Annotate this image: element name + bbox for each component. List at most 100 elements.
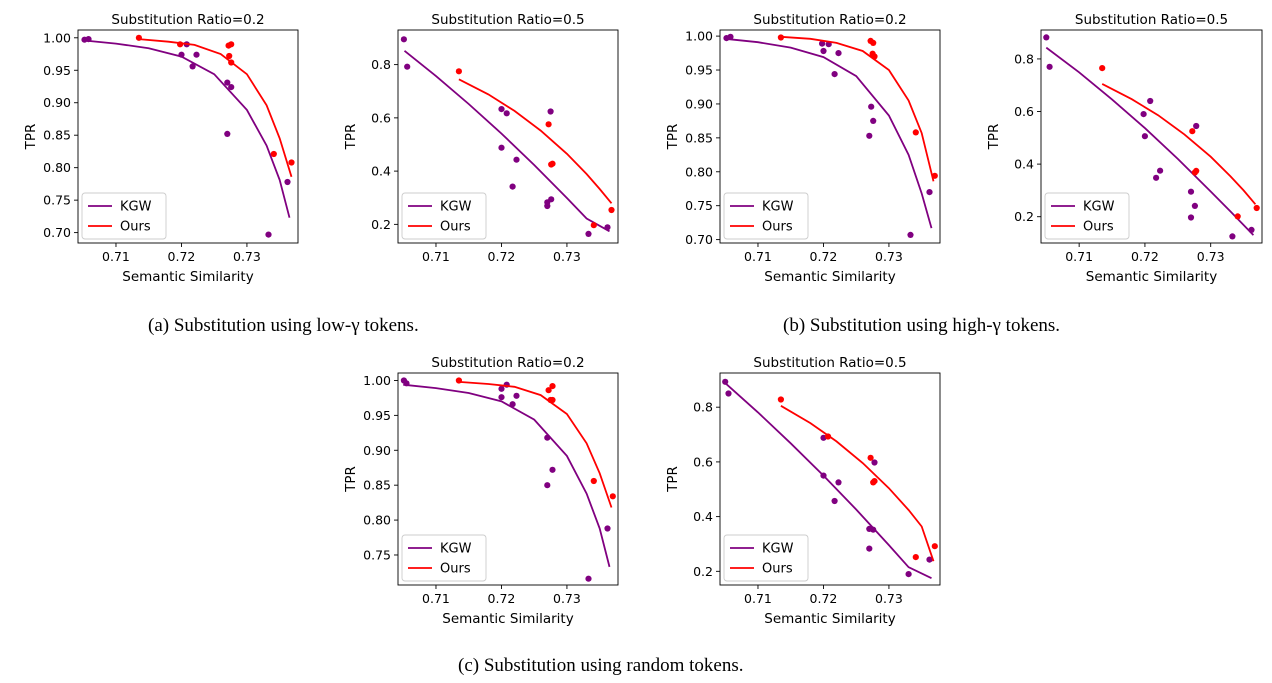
y-tick-label: 0.85 (685, 130, 713, 145)
fit-line-kgw (1045, 46, 1255, 236)
data-point-ours (777, 396, 785, 403)
x-tick-label: 0.72 (488, 591, 516, 606)
data-point-kgw (224, 130, 231, 137)
data-point-kgw (547, 108, 554, 115)
chart-title: Substitution Ratio=0.2 (431, 355, 584, 371)
data-point-kgw (1140, 111, 1147, 118)
series-kgw (1043, 34, 1255, 240)
data-point-kgw (1046, 63, 1053, 70)
data-point-ours (1234, 213, 1241, 220)
series-ours (455, 68, 615, 229)
chart-title: Substitution Ratio=0.2 (111, 12, 264, 28)
x-tick-label: 0.72 (168, 249, 196, 264)
data-point-kgw (503, 110, 510, 117)
data-point-kgw (820, 472, 827, 479)
legend-label-kgw: KGW (762, 542, 794, 557)
data-point-ours (1099, 65, 1106, 72)
data-point-ours (545, 387, 552, 394)
y-axis-label: TPR (665, 466, 681, 493)
chart-panel-1: Substitution Ratio=0.2 0.71 0.72 0.73 0.70 0.… (23, 12, 299, 285)
series-kgw (400, 36, 611, 237)
data-point-kgw (835, 50, 842, 57)
data-point-kgw (866, 132, 873, 139)
series-kgw (400, 377, 611, 582)
data-point-kgw (228, 84, 235, 91)
data-point-ours (1189, 128, 1196, 135)
data-point-ours (228, 41, 235, 48)
fit-line-kgw (403, 50, 610, 233)
fit-line-ours (1101, 83, 1257, 205)
y-tick-label: 1.00 (363, 373, 391, 388)
data-point-kgw (725, 390, 732, 397)
y-tick-label: 0.75 (685, 198, 713, 213)
data-point-kgw (870, 117, 877, 124)
data-point-kgw (905, 571, 912, 578)
y-tick-label: 0.70 (43, 225, 71, 240)
x-tick-label: 0.71 (744, 591, 772, 606)
x-tick-label: 0.73 (233, 249, 261, 264)
data-point-kgw (1191, 202, 1198, 209)
data-point-kgw (1147, 97, 1154, 105)
data-point-kgw (544, 482, 551, 489)
fit-line-kgw (724, 382, 932, 580)
data-point-ours (549, 160, 556, 167)
series-ours (1099, 65, 1260, 220)
data-point-ours (931, 543, 938, 550)
data-point-kgw (926, 189, 933, 196)
data-point-kgw (831, 497, 838, 505)
data-point-kgw (404, 63, 411, 70)
data-point-kgw (1193, 122, 1200, 130)
caption-a: (a) Substitution using low-γ tokens. (148, 315, 419, 336)
legend-label-ours: Ours (762, 562, 793, 577)
data-point-ours (226, 52, 233, 60)
legend-box (1044, 192, 1130, 240)
y-tick-label: 0.85 (363, 478, 391, 493)
x-axis-label: Semantic Similarity (764, 269, 895, 285)
y-tick-label: 0.6 (371, 110, 391, 125)
y-tick-label: 0.90 (363, 443, 391, 458)
data-point-ours (777, 34, 785, 41)
data-point-kgw (831, 71, 838, 78)
x-tick-label: 0.73 (875, 591, 903, 606)
chart-panel-5: Substitution Ratio=0.2 0.71 0.72 0.73 0.75 0.… (343, 355, 619, 627)
data-point-kgw (498, 394, 505, 401)
data-point-kgw (907, 231, 914, 238)
y-tick-label: 0.6 (1014, 104, 1034, 119)
fit-line-ours (458, 78, 613, 204)
data-point-ours (135, 34, 142, 41)
legend-label-kgw: KGW (440, 542, 472, 557)
series-ours (777, 396, 938, 562)
data-point-kgw (604, 224, 611, 231)
x-tick-label: 0.73 (875, 249, 903, 264)
y-tick-label: 0.90 (43, 95, 71, 110)
y-tick-label: 0.70 (685, 232, 713, 247)
data-point-kgw (1141, 133, 1148, 140)
data-point-kgw (926, 556, 933, 563)
data-point-ours (455, 377, 462, 384)
data-point-kgw (400, 36, 407, 43)
data-point-ours (871, 53, 878, 60)
legend-label-ours: Ours (120, 220, 151, 235)
legend: KGW Ours (401, 534, 487, 582)
legend-label-ours: Ours (1083, 220, 1114, 235)
data-point-kgw (513, 392, 520, 399)
series-ours (135, 34, 295, 178)
data-point-kgw (513, 156, 520, 163)
data-point-ours (912, 129, 919, 136)
legend-box (81, 192, 167, 240)
data-point-kgw (722, 378, 729, 385)
data-point-kgw (85, 36, 92, 43)
legend-box (401, 192, 487, 240)
fit-line-ours (780, 405, 935, 562)
y-axis-label: TPR (665, 124, 681, 151)
x-tick-label: 0.71 (102, 249, 130, 264)
chart-title: Substitution Ratio=0.5 (431, 12, 584, 28)
y-tick-label: 0.80 (363, 513, 391, 528)
y-tick-label: 1.00 (685, 29, 713, 44)
data-point-ours (177, 41, 184, 48)
data-point-ours (270, 150, 277, 158)
y-tick-label: 0.95 (685, 63, 713, 78)
data-point-kgw (1248, 226, 1255, 233)
data-point-kgw (1043, 34, 1050, 41)
